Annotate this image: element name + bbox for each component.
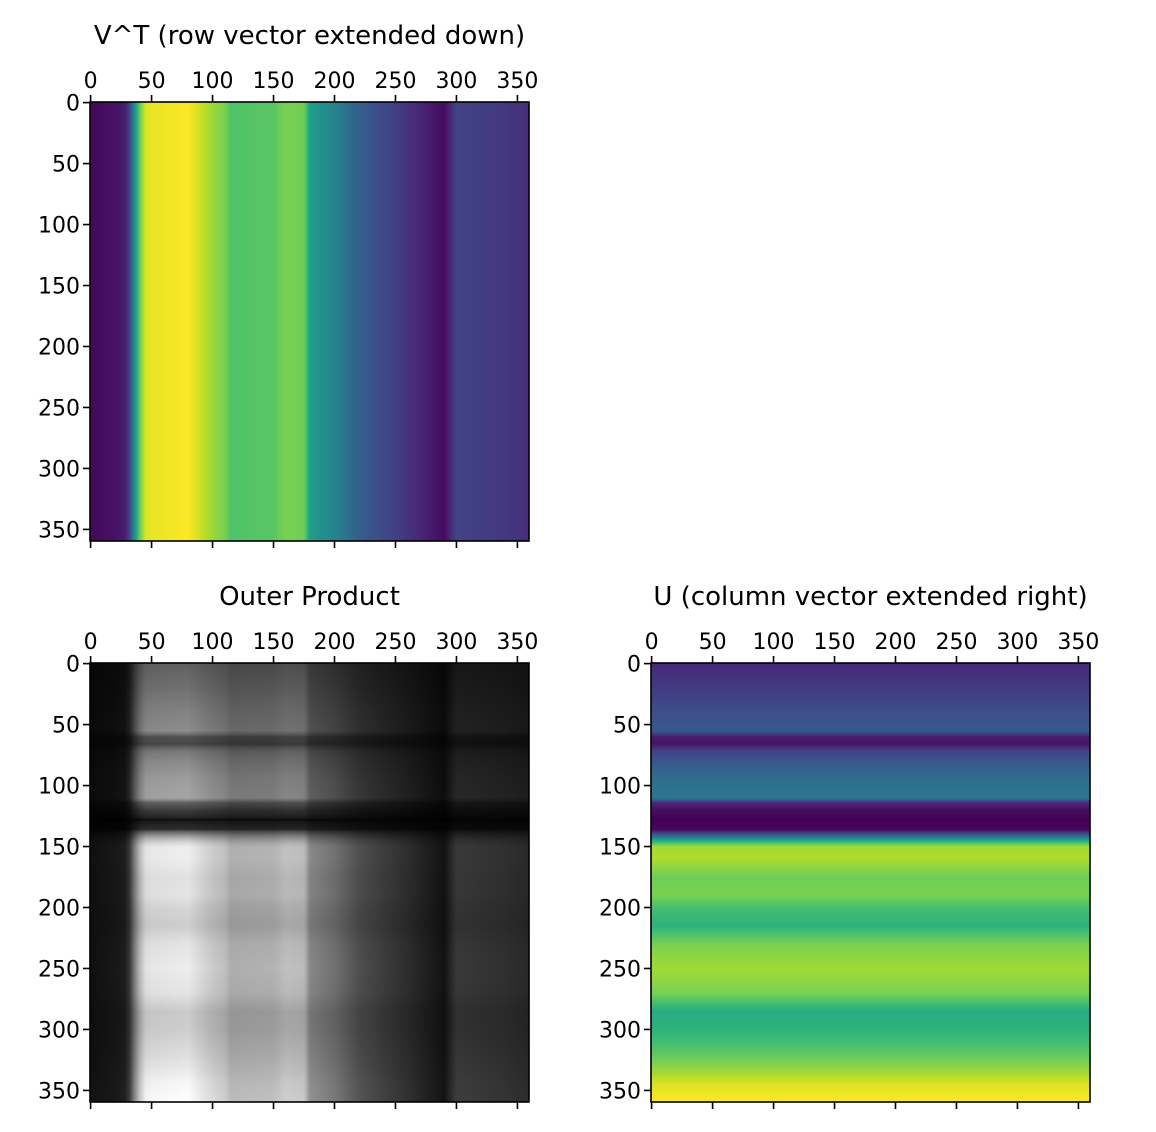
u-xtick-label: 200 [874, 630, 916, 655]
outer-axes-frame [89, 662, 530, 1103]
outer-xtick-label: 250 [374, 630, 416, 655]
outer-xtick-label: 300 [435, 630, 477, 655]
vt-xtick-label: 150 [253, 69, 295, 94]
vt-ytick-label: 300 [38, 457, 80, 482]
u-ytick-label: 300 [599, 1018, 641, 1043]
vt-ytick-label: 0 [66, 92, 80, 117]
u-xtick-label: 250 [935, 630, 977, 655]
vt-xtick-label: 250 [374, 69, 416, 94]
vt-heatmap-image [90, 102, 529, 541]
outer-ytick-label: 150 [38, 836, 80, 861]
vt-xtick-label: 200 [313, 69, 355, 94]
vt-ytick-label: 100 [38, 214, 80, 239]
u-xtick-label: 350 [1057, 630, 1099, 655]
u-xtick-label: 300 [996, 630, 1038, 655]
u-xtick-label: 150 [814, 630, 856, 655]
outer-xtick-label: 150 [253, 630, 295, 655]
u-ytick-label: 350 [599, 1079, 641, 1104]
u-ytick-label: 0 [627, 653, 641, 678]
u-ytick-label: 150 [599, 836, 641, 861]
u-xtick-label: 100 [753, 630, 795, 655]
outer-xtick-label: 350 [496, 630, 538, 655]
vt-ytick-label: 350 [38, 518, 80, 543]
vt-ytick-label: 200 [38, 335, 80, 360]
outer-ytick-label: 300 [38, 1018, 80, 1043]
u-title: U (column vector extended right) [653, 582, 1087, 612]
outer-xtick-label: 50 [138, 630, 166, 655]
outer-xtick-label: 100 [192, 630, 234, 655]
vt-title: V^T (row vector extended down) [94, 21, 525, 51]
vt-xtick-label: 300 [435, 69, 477, 94]
outer-ytick-label: 50 [52, 714, 80, 739]
outer-product-heatmap-image [90, 663, 529, 1102]
u-axes-frame [650, 662, 1091, 1103]
outer-ytick-label: 250 [38, 957, 80, 982]
vt-ytick-label: 50 [52, 153, 80, 178]
u-xtick-label: 50 [699, 630, 727, 655]
vt-xtick-label: 350 [496, 69, 538, 94]
vt-ytick-label: 250 [38, 396, 80, 421]
u-ytick-label: 200 [599, 896, 641, 921]
outer-title: Outer Product [219, 582, 400, 612]
u-ytick-label: 250 [599, 957, 641, 982]
outer-xtick-label: 0 [84, 630, 98, 655]
outer-ytick-label: 0 [66, 653, 80, 678]
u-heatmap-image [651, 663, 1090, 1102]
outer-ytick-label: 350 [38, 1079, 80, 1104]
vt-xtick-label: 100 [192, 69, 234, 94]
outer-ytick-label: 100 [38, 775, 80, 800]
outer-ytick-label: 200 [38, 896, 80, 921]
vt-xtick-label: 0 [84, 69, 98, 94]
u-ytick-label: 50 [613, 714, 641, 739]
vt-axes-frame [89, 101, 530, 542]
outer-xtick-label: 200 [313, 630, 355, 655]
vt-ytick-label: 150 [38, 275, 80, 300]
vt-xtick-label: 50 [138, 69, 166, 94]
u-xtick-label: 0 [645, 630, 659, 655]
u-ytick-label: 100 [599, 775, 641, 800]
